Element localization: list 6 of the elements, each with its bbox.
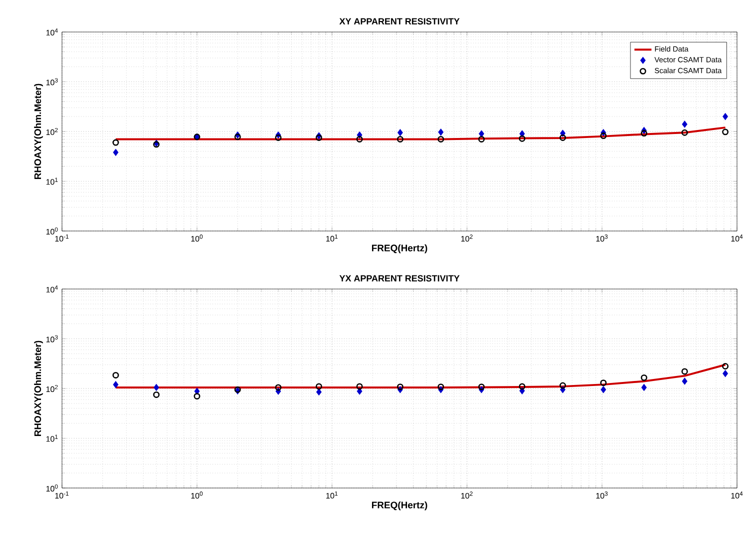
x-axis-title: FREQ(Hertz) [372,501,428,510]
y-axis-title: RHOAXY(Ohm.Meter) [34,340,43,436]
x-axis-title: FREQ(Hertz) [372,244,428,254]
y-axis-title: RHOAXY(Ohm.Meter) [34,84,43,179]
chart-title: XY APPARENT RESISTIVITY [339,18,460,24]
chart-title: YX APPARENT RESISTIVITY [339,275,460,282]
